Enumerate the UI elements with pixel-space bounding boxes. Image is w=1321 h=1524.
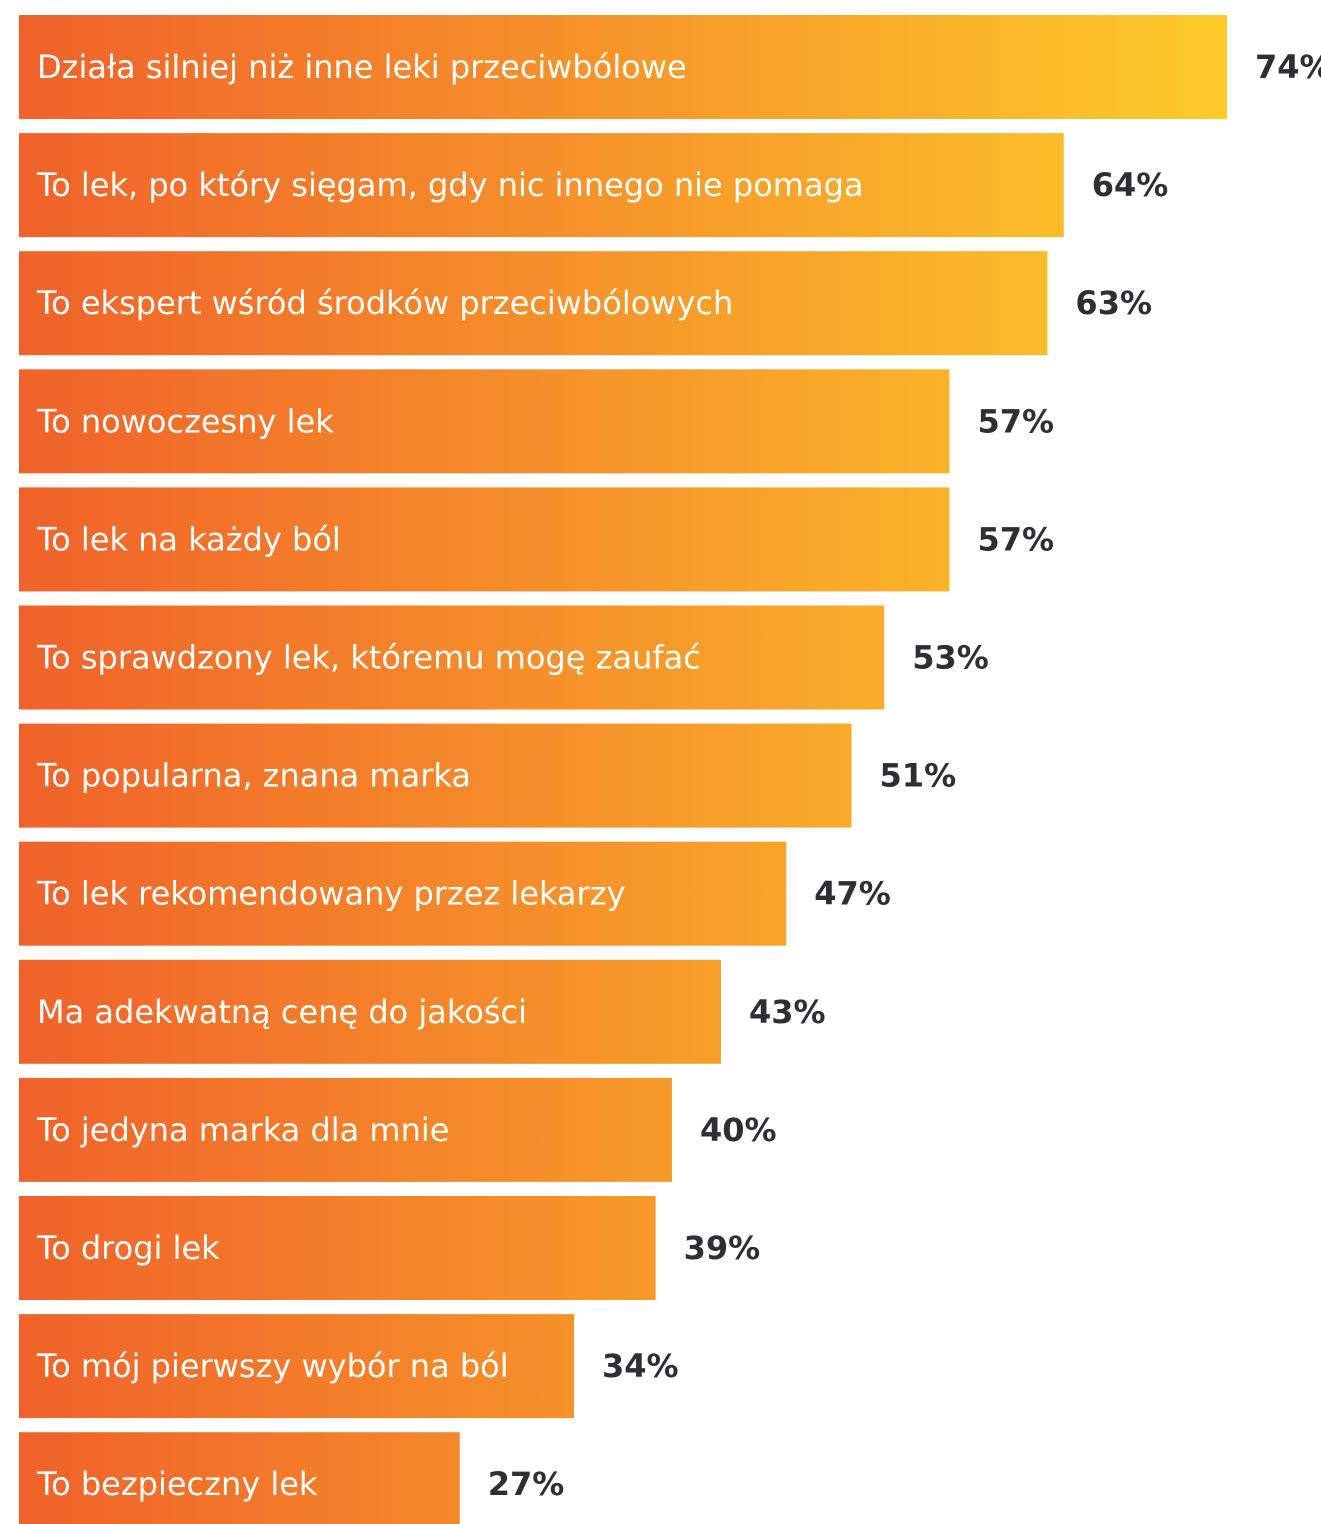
category-label: To nowoczesny lek	[36, 402, 334, 440]
bar	[19, 959, 721, 1064]
value-label: 27%	[488, 1465, 565, 1503]
bar	[19, 369, 950, 474]
bar	[19, 487, 950, 592]
bar	[19, 723, 852, 828]
value-label: 74%	[1255, 48, 1321, 86]
category-label: To sprawdzony lek, któremu mogę zaufać	[36, 639, 701, 677]
value-label: 47%	[814, 875, 891, 913]
value-label: 34%	[602, 1347, 679, 1385]
category-label: To ekspert wśród środków przeciwbólowych	[36, 284, 733, 322]
value-label: 53%	[912, 639, 989, 677]
category-label: To lek, po który sięgam, gdy nic innego …	[36, 166, 863, 204]
bar	[19, 841, 787, 946]
value-label: 64%	[1092, 166, 1169, 204]
category-label: To popularna, znana marka	[36, 757, 471, 795]
bar	[19, 133, 1064, 238]
bar	[19, 251, 1048, 356]
bar	[19, 1432, 460, 1524]
category-label: To lek na każdy ból	[36, 520, 341, 558]
value-label: 57%	[977, 520, 1054, 558]
category-label: To mój pierwszy wybór na ból	[36, 1347, 509, 1385]
value-label: 39%	[684, 1229, 761, 1267]
bar-group: Działa silniej niż inne leki przeciwbólo…	[19, 15, 1321, 1524]
category-label: To bezpieczny lek	[36, 1465, 318, 1503]
value-label: 51%	[880, 757, 957, 795]
bar	[19, 15, 1227, 119]
bar	[19, 605, 885, 710]
bar	[19, 1314, 575, 1419]
category-label: Ma adekwatną cenę do jakości	[37, 993, 527, 1031]
value-label: 63%	[1075, 284, 1152, 322]
category-label: To jedyna marka dla mnie	[36, 1111, 449, 1149]
value-label: 40%	[700, 1111, 777, 1149]
bar	[19, 1196, 656, 1300]
value-label: 57%	[977, 402, 1054, 440]
value-label: 43%	[749, 993, 826, 1031]
category-label: To lek rekomendowany przez lekarzy	[36, 875, 625, 913]
category-label: Działa silniej niż inne leki przeciwbólo…	[37, 48, 687, 86]
bar	[19, 1077, 672, 1182]
category-label: To drogi lek	[36, 1229, 220, 1267]
